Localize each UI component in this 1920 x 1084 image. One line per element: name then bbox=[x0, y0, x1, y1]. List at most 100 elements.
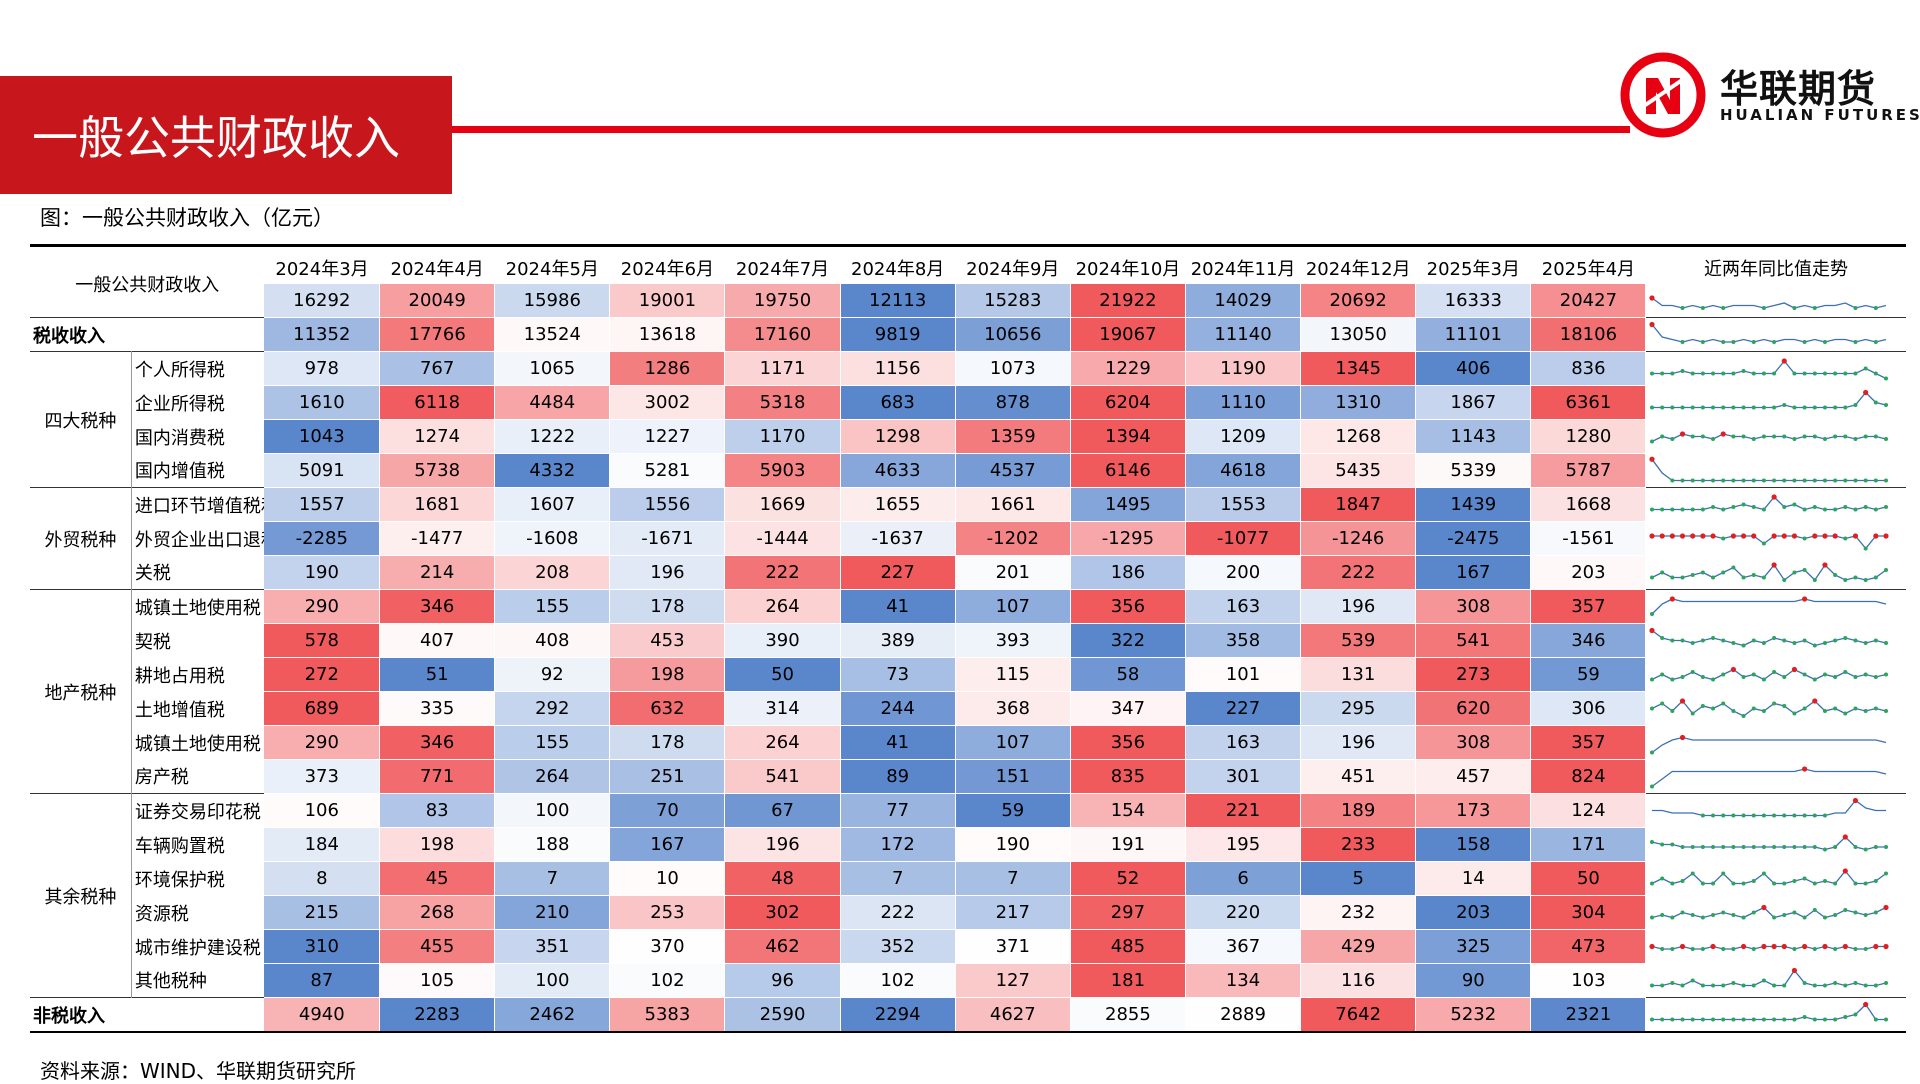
value-cell: 178 bbox=[609, 589, 726, 624]
value-cell: 370 bbox=[609, 929, 726, 964]
value-cell: 358 bbox=[1185, 623, 1302, 658]
value-cell: 357 bbox=[1530, 725, 1647, 760]
row-label: 企业所得税 bbox=[134, 393, 225, 415]
value-cell: 368 bbox=[955, 691, 1071, 726]
sparkline-marker bbox=[1873, 533, 1879, 539]
sparkline bbox=[1649, 456, 1889, 483]
figure-caption: 图：一般公共财政收入（亿元） bbox=[40, 206, 334, 230]
value-cell: 1655 bbox=[840, 487, 956, 522]
value-cell: 11140 bbox=[1185, 317, 1302, 352]
table-row: 国内消费税 1043 1274 1222 1227 1170 1298 1359 1394 120… bbox=[30, 419, 1906, 454]
sparkline-marker bbox=[1864, 546, 1869, 551]
sparkline-cell bbox=[1645, 487, 1906, 522]
sparkline-marker bbox=[1813, 306, 1818, 310]
sparkline-marker bbox=[1782, 983, 1787, 988]
value-cell: 1847 bbox=[1300, 487, 1417, 522]
sparkline-marker bbox=[1833, 1017, 1838, 1022]
revenue-table: 一般公共财政收入 2024年3月 2024年4月 2024年5月 2024年6月 2024… bbox=[30, 251, 1906, 1033]
sparkline-marker bbox=[1843, 505, 1848, 510]
sparkline-marker bbox=[1650, 575, 1655, 580]
sparkline-marker bbox=[1874, 400, 1879, 405]
sparkline-marker bbox=[1742, 813, 1747, 818]
value-cell: 253 bbox=[609, 895, 726, 930]
value-cell: 462 bbox=[724, 929, 841, 964]
sparkline-marker bbox=[1742, 502, 1747, 507]
sparkline-marker bbox=[1792, 502, 1797, 507]
row-label: 外贸企业出口退税 bbox=[134, 529, 265, 551]
month-header: 2024年10月 bbox=[1075, 258, 1181, 280]
month-header: 2024年12月 bbox=[1305, 258, 1411, 280]
value-cell: 632 bbox=[609, 691, 726, 726]
sparkline-marker bbox=[1843, 983, 1848, 988]
table-row: 土地增值税 689 335 292 632 314 244 368 347 227 295 620 30… bbox=[30, 691, 1906, 726]
sparkline-marker bbox=[1650, 784, 1655, 789]
sparkline-marker bbox=[1701, 983, 1706, 988]
value-cell: 227 bbox=[840, 555, 956, 590]
sparkline-marker bbox=[1883, 533, 1890, 539]
sparkline-marker bbox=[1660, 636, 1665, 640]
value-cell: 1557 bbox=[264, 487, 381, 522]
sparkline-marker bbox=[1701, 570, 1706, 575]
row-label: 国内消费税 bbox=[134, 427, 225, 449]
sparkline-marker bbox=[1752, 910, 1757, 915]
sparkline-marker bbox=[1792, 910, 1797, 915]
sparkline-marker bbox=[1873, 943, 1879, 950]
group-label: 四大税种 bbox=[30, 351, 132, 488]
value-cell: 200 bbox=[1185, 555, 1302, 590]
sparkline-marker bbox=[1721, 1017, 1726, 1022]
value-cell: 272 bbox=[264, 657, 381, 692]
sparkline-marker bbox=[1792, 879, 1797, 883]
sparkline-marker bbox=[1843, 636, 1848, 640]
sparkline bbox=[1649, 295, 1887, 310]
sparkline-marker bbox=[1833, 675, 1838, 679]
value-cell: 1681 bbox=[379, 487, 496, 522]
value-cell: 196 bbox=[609, 555, 726, 590]
value-cell: 171 bbox=[1530, 827, 1647, 862]
sparkline-marker bbox=[1731, 881, 1736, 886]
sparkline-marker bbox=[1762, 813, 1767, 818]
sparkline-marker bbox=[1813, 405, 1818, 410]
sparkline-marker bbox=[1874, 879, 1879, 883]
value-cell: 102 bbox=[840, 963, 956, 998]
value-cell: 578 bbox=[264, 623, 381, 658]
total-sparkline-cell bbox=[1646, 284, 1906, 318]
value-cell: 346 bbox=[379, 589, 496, 624]
sparkline-marker bbox=[1803, 340, 1808, 344]
sparkline-marker bbox=[1701, 507, 1706, 512]
value-cell: 11352 bbox=[264, 317, 381, 352]
sparkline-cell bbox=[1646, 964, 1906, 998]
sparkline-marker bbox=[1874, 675, 1879, 679]
sparkline-marker bbox=[1680, 533, 1686, 539]
value-cell: 371 bbox=[955, 929, 1071, 964]
value-cell: 5903 bbox=[724, 453, 841, 488]
value-cell: 310 bbox=[264, 929, 381, 964]
sparkline-marker bbox=[1823, 915, 1828, 920]
sparkline-marker bbox=[1711, 636, 1716, 640]
sparkline-marker bbox=[1660, 701, 1665, 706]
sparkline-marker bbox=[1813, 983, 1818, 988]
value-cell: 357 bbox=[1530, 589, 1647, 624]
sparkline-marker bbox=[1864, 641, 1869, 645]
value-cell: 6361 bbox=[1530, 385, 1647, 420]
sparkline-marker bbox=[1701, 813, 1706, 818]
value-cell: 233 bbox=[1300, 827, 1417, 862]
sparkline-marker bbox=[1874, 706, 1879, 711]
sparkline-marker bbox=[1823, 478, 1828, 483]
value-cell: 1222 bbox=[494, 419, 611, 454]
sparkline-marker bbox=[1863, 1001, 1869, 1008]
total-row: 16292 20049 15986 19001 19750 12113 15283 21922… bbox=[30, 284, 1906, 318]
sparkline-marker bbox=[1792, 478, 1797, 483]
value-cell: 5339 bbox=[1415, 453, 1532, 488]
sparkline-marker bbox=[1650, 881, 1655, 886]
sparkline-marker bbox=[1721, 910, 1726, 915]
sparkline-marker bbox=[1853, 507, 1858, 512]
sparkline-marker bbox=[1803, 845, 1808, 849]
sparkline bbox=[1650, 389, 1889, 410]
sparkline-marker bbox=[1813, 577, 1818, 582]
table-row: 外贸企业出口退税-2285-1477-1608-1671-1444-1637-1… bbox=[30, 521, 1906, 556]
sparkline-marker bbox=[1752, 1017, 1757, 1022]
value-cell: 178 bbox=[609, 725, 726, 760]
sparkline-cell bbox=[1646, 760, 1906, 794]
sparkline bbox=[1650, 868, 1889, 886]
sparkline-marker bbox=[1853, 947, 1858, 951]
